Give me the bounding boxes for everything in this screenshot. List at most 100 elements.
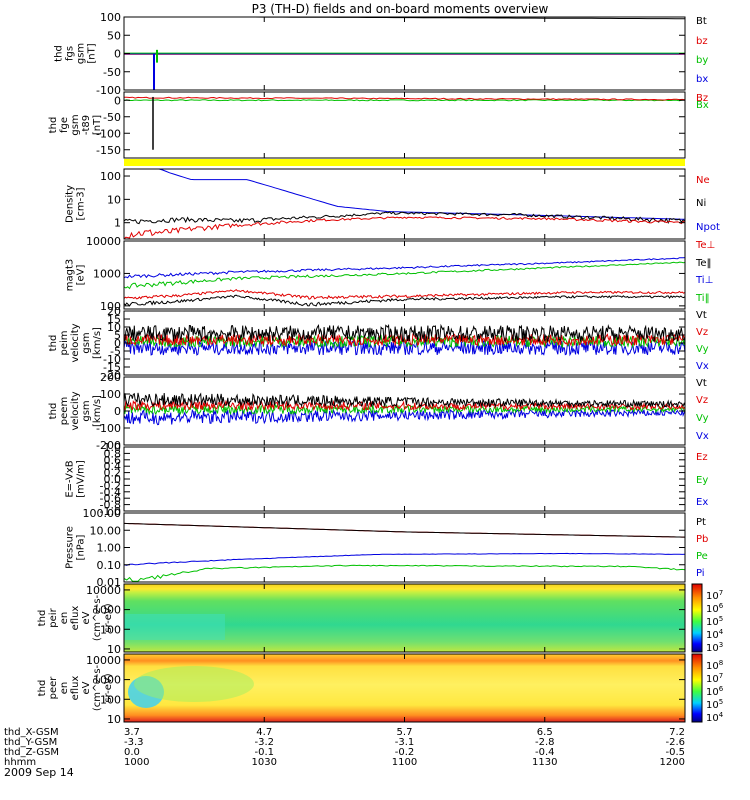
panel-peer-spec-colorbar-tick: 106 xyxy=(706,685,724,698)
panel-peir-spec-ytick-label: 10 xyxy=(107,643,121,656)
panel-peer-spec-ylabel: eV xyxy=(81,681,92,694)
panel-peir-spec-ylabel: sr-eV) xyxy=(103,603,114,632)
panel-fge-ylabel: -t89 xyxy=(81,115,92,135)
panel-temp-ylabel: magt3 xyxy=(65,259,76,292)
panel-peem-vel-ytick-label: 0 xyxy=(114,405,121,418)
panel-fgs-legend-bt: Bt xyxy=(696,16,707,27)
xaxis-value: 3.7 xyxy=(124,727,140,738)
panel-fgs-ylabel: gsm xyxy=(76,43,87,64)
panel-peer-spec-ytick-label: 1000 xyxy=(93,674,121,687)
panel-peim-vel-legend-vt: Vt xyxy=(696,310,707,321)
panel-peim-vel-ylabel: velocity xyxy=(70,323,81,362)
panel-pressure-legend-pe: Pe xyxy=(696,551,708,562)
panel-efield-legend-ey: Ey xyxy=(696,475,708,486)
panel-peer-spec-colorbar-tick: 105 xyxy=(706,698,723,711)
panel-efield-ytick-label: 0.4 xyxy=(104,460,122,473)
panel-fgs-ytick-label: 50 xyxy=(107,29,121,42)
panel-peir-spec-ylabel: eV xyxy=(81,611,92,624)
panel-peir-spec-ylabel: (cm^2-s- xyxy=(92,594,103,641)
panel-peir-spec-colorbar-tick: 104 xyxy=(706,628,724,641)
panel-peer-spec-patch2 xyxy=(134,666,254,702)
panel-efield-ytick-label: -1.0 xyxy=(100,505,121,518)
panel-peem-vel-ytick-label: 200 xyxy=(100,371,121,384)
series-pt xyxy=(123,522,685,538)
xaxis-value: 0.0 xyxy=(124,747,140,758)
panel-peem-vel-ylabel: [km/s] xyxy=(92,395,103,427)
panel-pressure-ylabel: [nPa] xyxy=(76,534,87,560)
panel-temp-legend-te⊥: Te⊥ xyxy=(695,240,715,251)
panel-efield-frame xyxy=(123,446,686,512)
panel-peem-vel-legend-vz: Vz xyxy=(696,395,708,406)
panel-fge-ylabel: gsm xyxy=(70,114,81,135)
panel-peer-spec-ylabel: thd xyxy=(37,680,48,697)
plot-title: P3 (TH-D) fields and on-board moments ov… xyxy=(252,2,549,16)
series-teperp xyxy=(123,288,686,300)
panel-peir-spec-patch xyxy=(124,614,225,640)
panel-efield-ytick-label: 0.2 xyxy=(104,467,122,480)
panel-peim-vel-legend-vy: Vy xyxy=(696,344,709,355)
flag-bar xyxy=(124,159,685,166)
panel-peir-spec-ylabel: peir xyxy=(48,607,59,627)
panel-fge-legend-bz: Bz xyxy=(696,93,708,104)
panel-efield-ytick-label: -0.2 xyxy=(100,479,121,492)
panel-density-ylabel: [cm-3] xyxy=(76,187,87,220)
series-tepar xyxy=(123,294,686,307)
panel-peir-spec-colorbar-tick: 107 xyxy=(706,589,723,602)
xaxis-value: 1000 xyxy=(124,757,149,768)
panel-peir-spec-ylabel: thd xyxy=(37,610,48,627)
panel-peer-spec-ylabel: eflux xyxy=(70,676,81,701)
panel-peir-spec-ylabel: en xyxy=(59,612,70,625)
panel-efield-ytick-label: 1.0 xyxy=(104,441,122,454)
panel-fgs-ylabel: [nT] xyxy=(87,43,98,63)
panel-peer-spec-ylabel: peer xyxy=(48,676,59,700)
x-axis-ephemeris: thd_X-GSM 3.7 4.7 5.7 6.5 7.2 thd_Y-GSM -3.3 -3.… xyxy=(4,727,685,768)
panel-efield-ytick-label: -0.6 xyxy=(100,492,121,505)
xaxis-row-label: thd_Z-GSM xyxy=(4,747,59,758)
xaxis-value: 1130 xyxy=(532,757,557,768)
panel-peer-spec-colorbar-tick: 104 xyxy=(706,711,724,724)
panel-peim-vel-ylabel: [km/s] xyxy=(92,327,103,359)
panel-peim-vel-ytick-label: 20 xyxy=(107,305,121,318)
xaxis-row-label: thd_Y-GSM xyxy=(4,737,57,748)
xaxis-value: -0.1 xyxy=(254,747,274,758)
panel-temp-ytick-label: 100 xyxy=(100,300,121,313)
panel-fgs-legend-by: by xyxy=(696,55,708,66)
panel-peim-vel-ytick-label: 5 xyxy=(114,329,121,342)
panel-pressure-ytick-label: 0.10 xyxy=(97,559,122,572)
panel-temp-legend-te‖: Te‖ xyxy=(695,258,712,269)
panel-efield-ylabel: E=-VxB xyxy=(65,460,76,497)
panel-peem-vel-ylabel: velocity xyxy=(70,391,81,430)
xaxis-value: -2.6 xyxy=(665,737,685,748)
panel-peir-spec-colorbar-tick: 103 xyxy=(706,641,723,654)
panel-peer-spec-colorbar-tick: 108 xyxy=(706,659,723,672)
panel-peim-vel-ytick-label: 15 xyxy=(107,313,121,326)
panel-peim-vel-ytick-label: -15 xyxy=(103,361,121,374)
panel-fgs-legend-bz: bz xyxy=(696,36,708,47)
xaxis-row-label: hhmm xyxy=(4,757,36,768)
xaxis-value: -3.1 xyxy=(395,737,415,748)
panel-peir-spec-colorbar-tick: 105 xyxy=(706,615,723,628)
panel-efield-ytick-label: 0.8 xyxy=(104,447,122,460)
panel-peim-vel-ytick-label: -20 xyxy=(103,369,121,382)
panel-efield-ylabel: [mV/m] xyxy=(76,460,87,498)
panel-fge-ylabel: [nT] xyxy=(92,115,103,135)
panel-density-ytick-label: 100 xyxy=(100,170,121,183)
plot-date: 2009 Sep 14 xyxy=(4,766,74,779)
panel-fge-ytick-label: -150 xyxy=(96,144,121,157)
panel-pressure-ytick-label: 1.00 xyxy=(97,542,122,555)
panel-peim-vel-legend-vz: Vz xyxy=(696,327,708,338)
xaxis-value: 1030 xyxy=(252,757,277,768)
panel-peir-spec-ylabel: eflux xyxy=(70,606,81,631)
panel-efield-ytick-label: -0.4 xyxy=(100,486,121,499)
panel-fgs-ytick-label: 0 xyxy=(114,48,121,61)
panel-peir-spec-ytick-label: 10000 xyxy=(86,584,121,597)
panel-efield-legend-ex: Ex xyxy=(696,497,708,508)
series-vz xyxy=(123,399,686,412)
panel-fgs-ytick-label: -50 xyxy=(103,66,121,79)
panel-peim-vel-ytick-label: 10 xyxy=(107,321,121,334)
series-tipar xyxy=(123,261,686,290)
series-vx xyxy=(123,408,686,426)
panel-peer-spec-ytick-label: 10 xyxy=(107,713,121,726)
